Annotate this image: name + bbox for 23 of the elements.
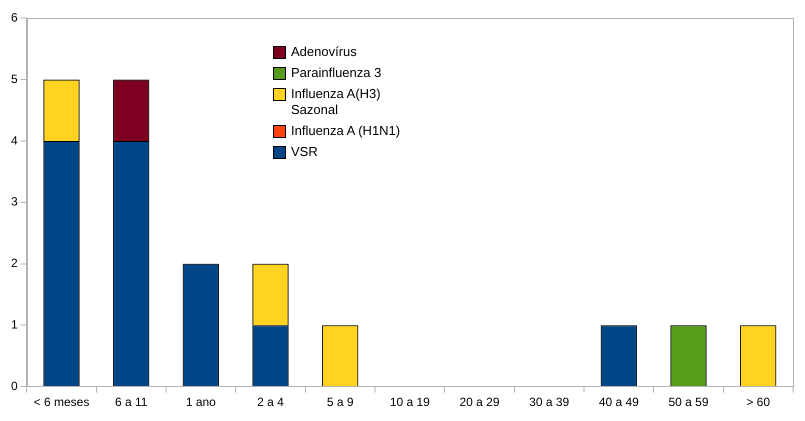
x-tick-label: 6 a 11 bbox=[114, 395, 148, 410]
legend-label: VSR bbox=[291, 144, 318, 160]
y-tick-label: 3 bbox=[10, 194, 18, 209]
y-tick-label: 1 bbox=[10, 318, 18, 332]
x-tick-label: 30 a 39 bbox=[529, 395, 570, 410]
y-tick-label: 5 bbox=[10, 72, 18, 86]
x-tick-label: 40 a 49 bbox=[598, 395, 640, 410]
x-tick-label: 50 a 59 bbox=[668, 395, 709, 410]
x-tick-label: > 60 bbox=[746, 395, 770, 410]
y-tick-label: 2 bbox=[10, 256, 18, 270]
x-tick-label: < 6 meses bbox=[34, 395, 90, 410]
y-tick-label: 4 bbox=[10, 133, 18, 148]
y-tick-label: 6 bbox=[10, 10, 18, 25]
x-tick-label: 20 a 29 bbox=[459, 395, 500, 410]
legend-label: Influenza A(H3) Sazonal bbox=[291, 86, 382, 118]
x-tick-label: 2 a 4 bbox=[257, 395, 284, 410]
x-tick-label: 10 a 19 bbox=[390, 395, 430, 410]
legend-label: Parainfluenza 3 bbox=[291, 65, 382, 81]
x-tick-label: 5 a 9 bbox=[326, 395, 354, 410]
x-tick-label: 1 ano bbox=[186, 395, 216, 410]
legend-label: Adenovírus bbox=[291, 44, 357, 60]
y-tick-label: 0 bbox=[10, 378, 18, 393]
legend-label: Influenza A (H1N1) bbox=[291, 123, 400, 139]
